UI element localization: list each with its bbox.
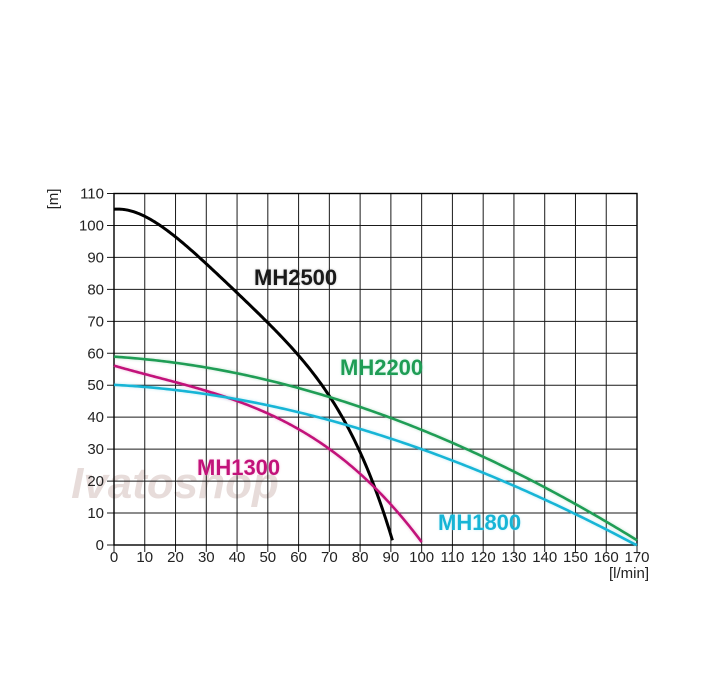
svg-text:10: 10 — [136, 549, 153, 566]
svg-text:30: 30 — [87, 441, 104, 458]
svg-text:150: 150 — [563, 549, 588, 566]
svg-text:160: 160 — [594, 549, 619, 566]
svg-text:170: 170 — [624, 549, 649, 566]
svg-text:100: 100 — [409, 549, 434, 566]
svg-text:100: 100 — [79, 217, 104, 234]
svg-text:70: 70 — [87, 313, 104, 330]
svg-text:40: 40 — [229, 549, 246, 566]
svg-text:110: 110 — [440, 549, 464, 566]
svg-text:60: 60 — [87, 345, 104, 362]
svg-text:70: 70 — [321, 549, 338, 566]
svg-text:130: 130 — [501, 549, 526, 566]
svg-text:90: 90 — [383, 549, 400, 566]
svg-text:90: 90 — [87, 249, 104, 266]
svg-text:[m]: [m] — [45, 189, 62, 210]
svg-text:40: 40 — [87, 409, 104, 426]
svg-text:50: 50 — [87, 377, 104, 394]
svg-text:60: 60 — [290, 549, 307, 566]
svg-text:MH1800: MH1800 — [438, 510, 521, 535]
svg-text:80: 80 — [352, 549, 369, 566]
svg-text:[l/min]: [l/min] — [609, 565, 649, 582]
svg-text:MH2500: MH2500 — [254, 265, 337, 290]
svg-text:20: 20 — [167, 549, 184, 566]
svg-text:MH2200: MH2200 — [340, 355, 423, 380]
svg-text:110: 110 — [80, 186, 104, 203]
svg-text:140: 140 — [532, 549, 557, 566]
svg-text:0: 0 — [96, 537, 104, 554]
svg-text:50: 50 — [259, 549, 276, 566]
svg-text:80: 80 — [87, 281, 104, 298]
svg-text:20: 20 — [87, 473, 104, 490]
svg-text:10: 10 — [87, 505, 104, 522]
svg-text:0: 0 — [110, 549, 118, 566]
svg-text:120: 120 — [471, 549, 496, 566]
svg-text:30: 30 — [198, 549, 215, 566]
svg-text:MH1300: MH1300 — [197, 455, 280, 480]
